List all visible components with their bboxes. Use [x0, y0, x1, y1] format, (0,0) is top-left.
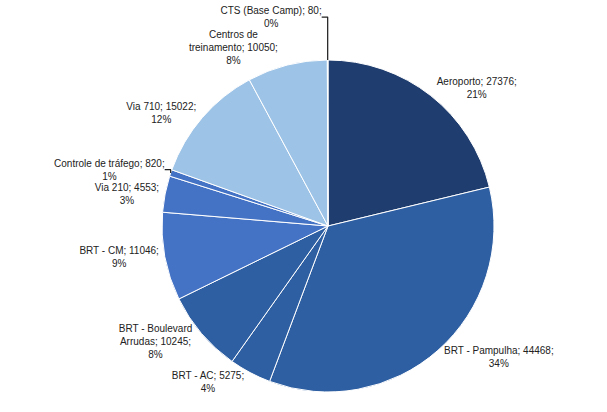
- svg-text:Aeroporto; 27376;21%: Aeroporto; 27376;21%: [437, 76, 517, 100]
- svg-text:Controle de tráfego; 820;1%: Controle de tráfego; 820;1%: [54, 158, 165, 182]
- svg-text:BRT - Pampulha; 44468;34%: BRT - Pampulha; 44468;34%: [444, 345, 554, 369]
- svg-text:BRT - BoulevardArrudas; 10245;: BRT - BoulevardArrudas; 10245;8%: [119, 323, 193, 360]
- svg-text:Via 210; 4553;3%: Via 210; 4553;3%: [95, 182, 159, 206]
- svg-text:Via 710; 15022;12%: Via 710; 15022;12%: [126, 101, 196, 125]
- svg-text:Centros detreinamento; 10050;8: Centros detreinamento; 10050;8%: [189, 29, 278, 66]
- svg-text:BRT - CM; 11046;9%: BRT - CM; 11046;9%: [79, 245, 158, 269]
- svg-text:CTS (Base Camp); 80;0%: CTS (Base Camp); 80;0%: [221, 5, 322, 29]
- svg-text:BRT - AC; 5275;4%: BRT - AC; 5275;4%: [172, 370, 244, 394]
